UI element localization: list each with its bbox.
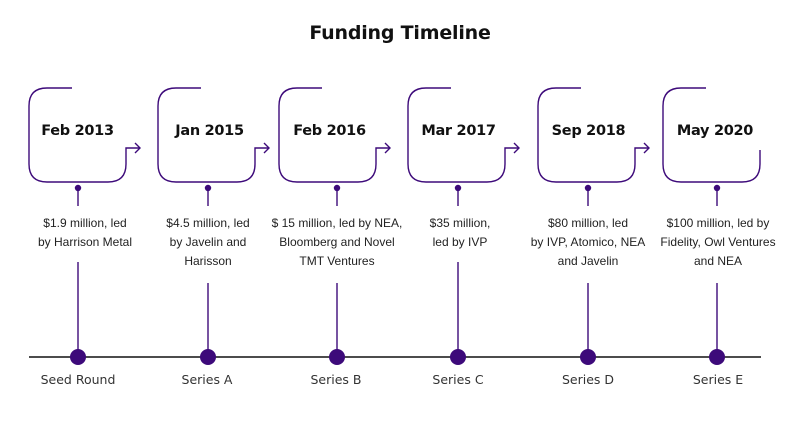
milestone-date: May 2020	[676, 123, 754, 139]
milestone-description: $1.9 million, led by Harrison Metal	[37, 216, 133, 249]
milestone-description: $100 million, led by Fidelity, Owl Ventu…	[660, 216, 776, 268]
milestone-box-3	[278, 87, 391, 183]
connectors	[74, 184, 721, 352]
milestone-description: $35 million, led by IVP	[429, 216, 491, 249]
marker-dot	[329, 349, 345, 365]
marker-dot	[450, 349, 466, 365]
round-label: Series E	[692, 372, 744, 387]
milestone-date: Sep 2018	[551, 123, 626, 139]
marker-dot	[70, 349, 86, 365]
milestone-date: Feb 2013	[41, 123, 114, 139]
milestone-date: Feb 2016	[293, 123, 366, 139]
round-label: Series D	[561, 372, 615, 387]
milestone-box-5	[537, 87, 650, 183]
milestone-box-1	[28, 87, 141, 183]
page-title: Funding Timeline	[309, 22, 491, 44]
axis-markers	[70, 349, 725, 365]
marker-dot	[709, 349, 725, 365]
milestone-description: $4.5 million, led by Javelin and Harisso…	[166, 216, 250, 268]
round-label: Series B	[310, 372, 362, 387]
milestone-box-2	[157, 87, 270, 183]
milestone-date: Jan 2015	[175, 123, 244, 139]
milestone-description: $80 million, led by IVP, Atomico, NEA an…	[530, 216, 646, 268]
round-label: Seed Round	[40, 372, 116, 387]
marker-dot	[200, 349, 216, 365]
milestone-box-4	[407, 87, 520, 183]
round-label: Series A	[181, 372, 233, 387]
marker-dot	[580, 349, 596, 365]
milestone-box-6	[662, 87, 761, 183]
milestone-date: Mar 2017	[421, 123, 496, 139]
milestone-description: $ 15 million, led by NEA, Bloomberg and …	[271, 216, 403, 268]
round-label: Series C	[432, 372, 484, 387]
